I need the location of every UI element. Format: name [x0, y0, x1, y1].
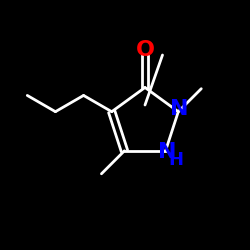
Text: H: H: [168, 151, 184, 169]
Text: N: N: [158, 142, 176, 162]
Text: N: N: [170, 99, 189, 119]
Text: O: O: [136, 40, 154, 60]
